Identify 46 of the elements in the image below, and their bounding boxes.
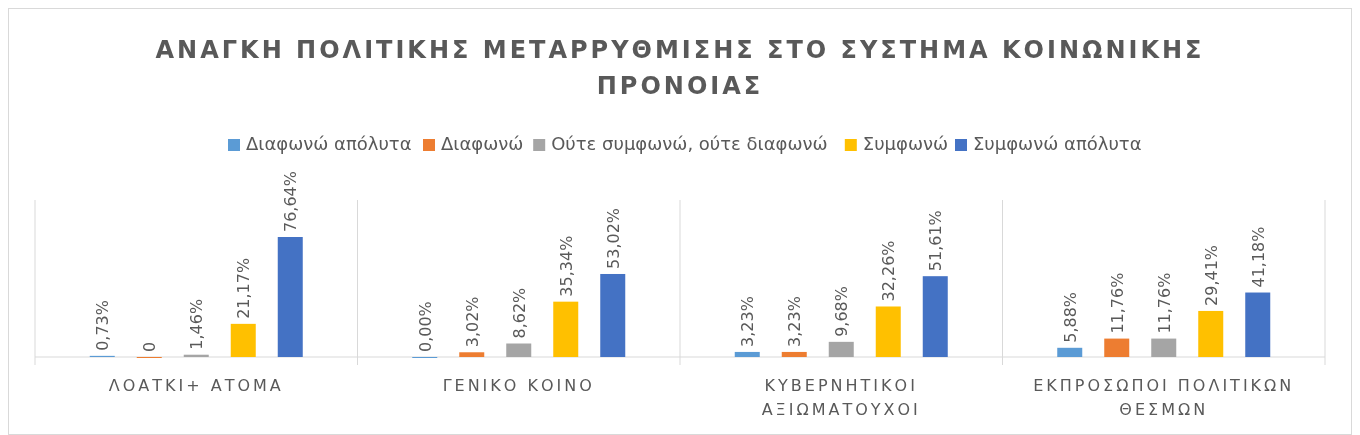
data-label: 11,76% (1154, 272, 1174, 334)
legend-label: Συμφωνώ (862, 133, 949, 154)
data-label: 51,61% (926, 210, 946, 272)
bar (875, 306, 901, 357)
bar (230, 323, 256, 357)
data-label: 8,62% (509, 287, 529, 339)
data-label: 1,46% (187, 298, 207, 350)
data-label: 3,23% (785, 296, 805, 347)
bar (506, 343, 532, 357)
data-label: 11,76% (1107, 272, 1127, 334)
bar (553, 301, 579, 357)
data-label: 3,23% (738, 296, 758, 347)
bar (1104, 338, 1130, 357)
bar (600, 273, 626, 357)
data-label: 41,18% (1248, 226, 1268, 288)
chart-title: ΑΝΑΓΚΗ ΠΟΛΙΤΙΚΗΣ ΜΕΤΑΡΡΥΘΜΙΣΗΣ ΣΤΟ ΣΥΣΤΗΜΑ ΚΟΙΝΩΝΙΚΗΣ ΠΡΟΝΟΙΑΣ (155, 36, 1205, 100)
data-label: 0,00% (415, 301, 435, 352)
x-tick-label: ΓΕΝΙΚΟ ΚΟΙΝΟ (442, 376, 595, 395)
legend-label: Διαφωνώ απόλυτα (246, 133, 412, 154)
x-tick-label: ΚΥΒΕΡΝΗΤΙΚΟΙ ΑΞΙΩΜΑΤΟΥΧΟΙ (761, 376, 921, 419)
legend-label: Ούτε συμφωνώ, ούτε διαφωνώ (551, 133, 828, 154)
data-label: 0 (140, 341, 160, 352)
data-label: 53,02% (603, 207, 623, 269)
bar (1057, 347, 1083, 357)
x-tick-label: ΕΚΠΡΟΣΩΠΟΙ ΠΟΛΙΤΙΚΩΝ ΘΕΣΜΩΝ (1033, 376, 1295, 419)
data-label: 35,34% (556, 235, 576, 297)
legend-label: Συμφωνώ απόλυτα (973, 133, 1142, 154)
data-label: 32,26% (879, 240, 899, 302)
data-label: 21,17% (234, 257, 254, 319)
data-label: 76,64% (281, 170, 301, 232)
data-label: 3,02% (462, 296, 482, 348)
data-label: 0,73% (93, 300, 113, 351)
data-label: 9,68% (832, 286, 852, 337)
bar (1245, 292, 1271, 357)
bar (277, 237, 303, 357)
data-label: 5,88% (1060, 291, 1080, 343)
x-tick-label: ΛΟΑΤΚΙ+ ΑΤΟΜΑ (108, 376, 284, 395)
bar (922, 276, 948, 357)
bar (734, 351, 760, 357)
legend-label: Διαφωνώ (441, 133, 524, 154)
bar (1198, 310, 1224, 357)
data-label: 29,41% (1201, 244, 1221, 306)
bar (828, 341, 854, 357)
bar (781, 351, 807, 357)
bar (1151, 338, 1177, 357)
bar (459, 352, 485, 357)
